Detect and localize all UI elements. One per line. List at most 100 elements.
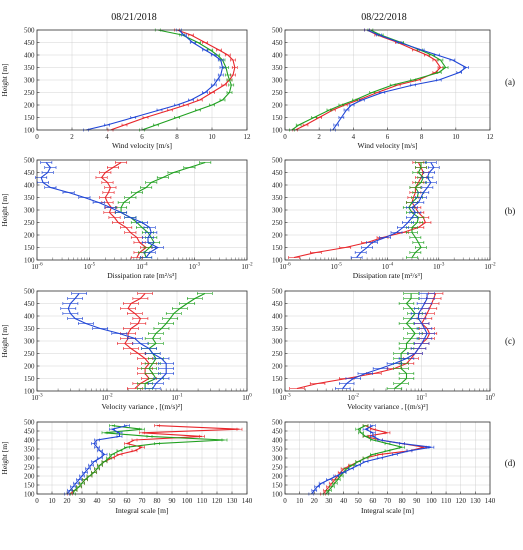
x-tick-label: 10-3	[279, 394, 291, 403]
y-axis-label: Height [m]	[0, 193, 9, 226]
y-tick-label: 150	[24, 244, 35, 252]
x-tick-label: 10-4	[136, 263, 148, 272]
y-tick-label: 300	[24, 454, 35, 462]
x-tick-label: 0	[35, 133, 39, 141]
y-tick-label: 250	[24, 350, 35, 358]
y-tick-label: 450	[272, 169, 283, 177]
x-tick-label: 70	[384, 497, 392, 505]
y-tick-label: 100	[272, 490, 283, 498]
y-tick-label: 100	[272, 387, 283, 395]
y-tick-label: 500	[24, 26, 35, 34]
y-tick-label: 500	[24, 418, 35, 426]
x-tick-label: 100	[182, 497, 193, 505]
x-tick-label: 100	[485, 394, 495, 403]
x-tick-label: 10-2	[241, 263, 253, 272]
y-tick-label: 100	[24, 387, 35, 395]
x-tick-label: 140	[485, 497, 496, 505]
x-tick-label: 50	[109, 497, 117, 505]
y-tick-label: 200	[24, 472, 35, 480]
y-tick-label: 200	[24, 231, 35, 239]
y-tick-label: 400	[24, 181, 35, 189]
column-title-right: 08/22/2018	[361, 12, 407, 23]
series-green	[70, 424, 228, 496]
y-tick-label: 200	[24, 101, 35, 109]
x-tick-label: 0	[283, 133, 287, 141]
y-tick-label: 350	[24, 445, 35, 453]
x-tick-label: 110	[197, 497, 208, 505]
y-tick-label: 250	[24, 463, 35, 471]
y-tick-label: 200	[272, 472, 283, 480]
y-tick-label: 350	[272, 325, 283, 333]
x-tick-label: 0	[35, 497, 39, 505]
y-axis-label: Height [m]	[0, 441, 9, 474]
x-tick-label: 10-1	[171, 394, 183, 403]
x-tick-label: 10-5	[84, 263, 96, 272]
x-tick-label: 10-2	[101, 394, 113, 403]
y-tick-label: 150	[272, 375, 283, 383]
panel-c1: 100 150 200 250 300 350 400 450 500 10-3 10-2 10-1 1…	[0, 287, 252, 411]
x-tick-label: 10	[296, 497, 304, 505]
series-line-green	[144, 293, 206, 389]
panel-a2: 100 150 200 250 300 350 400 450 500 0 2 4 6 8 10 12 Wind…	[272, 26, 494, 150]
panel-a1: 100 150 200 250 300 350 400 450 500 0 2 4 6 8 10 12 Wind…	[0, 26, 251, 150]
y-tick-label: 450	[24, 39, 35, 47]
y-tick-label: 250	[272, 219, 283, 227]
x-tick-label: 80	[154, 497, 162, 505]
series-line-green	[408, 162, 424, 258]
x-tick-label: 2	[317, 133, 321, 141]
x-tick-label: 10-3	[31, 394, 43, 403]
panel-b2: 100 150 200 250 300 350 400 450 500 10-6 10-5 10-4 1…	[272, 156, 496, 280]
x-tick-label: 120	[212, 497, 223, 505]
series-line-blue	[66, 425, 128, 495]
y-tick-label: 350	[272, 194, 283, 202]
y-tick-label: 500	[272, 26, 283, 34]
series-blue	[83, 28, 226, 132]
series-blue	[60, 292, 174, 390]
series-line-blue	[342, 293, 428, 389]
series-blue	[335, 292, 435, 390]
y-tick-label: 450	[24, 427, 35, 435]
x-tick-label: 20	[64, 497, 72, 505]
y-tick-label: 150	[272, 481, 283, 489]
y-tick-label: 300	[272, 454, 283, 462]
x-tick-label: 0	[283, 497, 287, 505]
y-tick-label: 150	[24, 375, 35, 383]
series-green	[323, 424, 405, 496]
y-tick-label: 500	[24, 287, 35, 295]
y-tick-label: 300	[272, 206, 283, 214]
y-tick-label: 300	[272, 76, 283, 84]
y-tick-label: 450	[272, 300, 283, 308]
x-tick-label: 10	[209, 133, 217, 141]
series-blue	[350, 161, 440, 259]
y-axis-label: Height [m]	[0, 63, 9, 96]
series-red	[67, 424, 243, 496]
y-tick-label: 300	[24, 76, 35, 84]
y-tick-label: 400	[24, 312, 35, 320]
x-axis-label: Wind velocity [m/s]	[112, 141, 172, 150]
y-tick-label: 100	[24, 490, 35, 498]
y-tick-label: 200	[272, 231, 283, 239]
series-line-red	[100, 162, 148, 258]
x-tick-label: 8	[420, 133, 424, 141]
x-tick-label: 10-3	[433, 263, 445, 272]
x-tick-label: 10-2	[348, 394, 360, 403]
x-tick-label: 2	[70, 133, 74, 141]
x-tick-label: 60	[369, 497, 377, 505]
x-tick-label: 20	[311, 497, 319, 505]
y-tick-label: 300	[24, 337, 35, 345]
x-tick-label: 12	[487, 133, 495, 141]
y-tick-label: 200	[272, 362, 283, 370]
y-tick-label: 250	[272, 350, 283, 358]
y-tick-label: 200	[24, 362, 35, 370]
x-tick-label: 10-1	[416, 394, 428, 403]
y-tick-label: 500	[272, 287, 283, 295]
y-tick-label: 100	[24, 256, 35, 264]
y-tick-label: 100	[272, 126, 283, 134]
series-line-red	[293, 162, 427, 259]
x-axis-label: Velocity variance , [(m/s)²]	[102, 402, 183, 411]
x-tick-label: 10-6	[279, 263, 291, 272]
